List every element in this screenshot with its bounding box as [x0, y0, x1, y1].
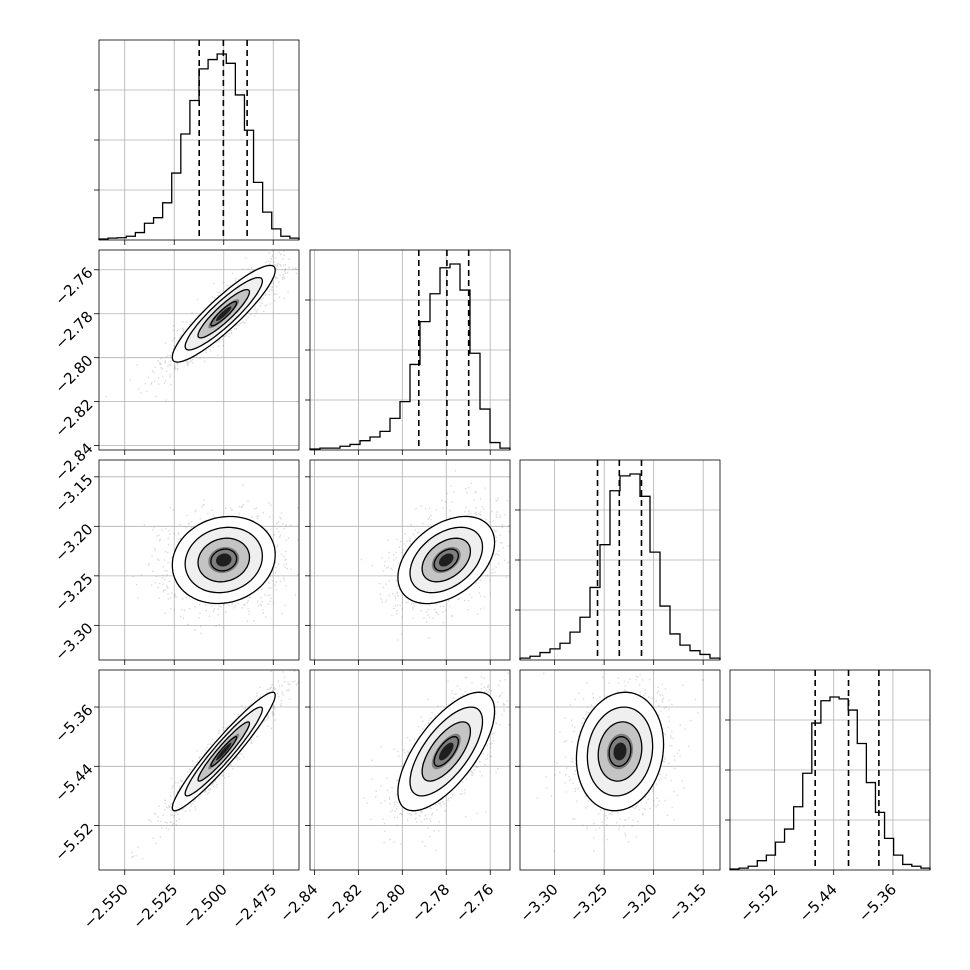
x-tick-label: −2.84 — [276, 880, 321, 925]
y-tick-label: −3.20 — [51, 520, 96, 565]
contour-line — [433, 736, 460, 767]
y-tick-label: −5.52 — [51, 819, 96, 864]
y-tick-label: −3.30 — [51, 619, 96, 664]
x-tick-label: −3.15 — [665, 880, 710, 925]
contour-line — [397, 515, 496, 605]
x-tick-label: −5.44 — [796, 880, 841, 925]
histogram-step-line — [309, 263, 511, 450]
x-tick-label: −2.475 — [228, 880, 280, 932]
contour-line — [184, 276, 264, 351]
panel-frame — [98, 459, 300, 661]
contour-line — [171, 264, 276, 363]
x-tick-label: −2.500 — [179, 880, 231, 932]
contour-line — [409, 526, 484, 594]
x-tick-label: −2.76 — [452, 880, 497, 925]
y-tick-label: −2.80 — [51, 352, 96, 397]
contour-line — [409, 706, 484, 797]
x-tick-label: −3.25 — [566, 880, 611, 925]
contour-line — [575, 691, 665, 812]
x-tick-label: −2.525 — [129, 880, 181, 932]
x-tick-label: −2.550 — [80, 880, 132, 932]
panel-frame — [98, 249, 300, 451]
density-fill — [439, 553, 454, 567]
x-tick-label: −2.82 — [320, 880, 365, 925]
contour-line — [421, 721, 472, 782]
scatter-panel-3-0 — [94, 669, 300, 875]
contour-line — [421, 537, 472, 583]
contour-line — [197, 288, 251, 339]
contour-line — [586, 706, 654, 797]
y-tick-label: −3.25 — [51, 570, 96, 615]
density-fill — [216, 742, 232, 761]
scatter-points — [105, 250, 297, 401]
density-fill — [613, 742, 627, 761]
contour-line — [597, 721, 643, 782]
panel-frame — [519, 669, 721, 871]
contour-line — [210, 736, 238, 767]
scatter-panel-3-1 — [305, 669, 511, 875]
x-tick-label: −2.80 — [364, 880, 409, 925]
scatter-panel-2-1 — [305, 459, 511, 665]
contour-line — [397, 691, 496, 812]
contour-line — [184, 706, 264, 797]
scatter-panel-3-2 — [515, 669, 721, 875]
density-fill — [439, 742, 454, 761]
scatter-panel-2-0 — [94, 459, 300, 665]
x-tick-label: −3.20 — [616, 880, 661, 925]
contour-line — [171, 515, 276, 605]
x-tick-label: −5.52 — [736, 880, 781, 925]
scatter-panel-1-0 — [94, 249, 300, 455]
contour-line — [197, 537, 251, 583]
x-tick-label: −2.78 — [408, 880, 453, 925]
contour-line — [171, 691, 276, 812]
y-tick-label: −2.76 — [51, 264, 96, 309]
histogram-step-line — [729, 696, 931, 870]
x-tick-label: −3.30 — [516, 880, 561, 925]
y-tick-label: −5.44 — [51, 760, 96, 805]
x-tick-label: −5.36 — [855, 880, 900, 925]
contour-line — [197, 721, 251, 782]
histogram-panel-0 — [94, 39, 300, 245]
contour-line — [184, 526, 264, 594]
panel-frame — [309, 669, 511, 871]
y-tick-label: −2.78 — [51, 308, 96, 353]
density-fill — [216, 553, 232, 567]
histogram-panel-3 — [725, 669, 931, 875]
contour-line — [608, 736, 632, 767]
y-tick-label: −5.36 — [51, 701, 96, 746]
density-fill — [216, 306, 232, 321]
contour-line — [210, 548, 238, 572]
y-tick-label: −2.82 — [51, 395, 96, 440]
contour-line — [433, 548, 460, 572]
panel-frame — [98, 669, 300, 871]
contour-line — [210, 300, 238, 327]
histogram-panel-1 — [305, 249, 511, 455]
panel-frame — [309, 459, 511, 661]
histogram-panel-2 — [515, 459, 721, 665]
